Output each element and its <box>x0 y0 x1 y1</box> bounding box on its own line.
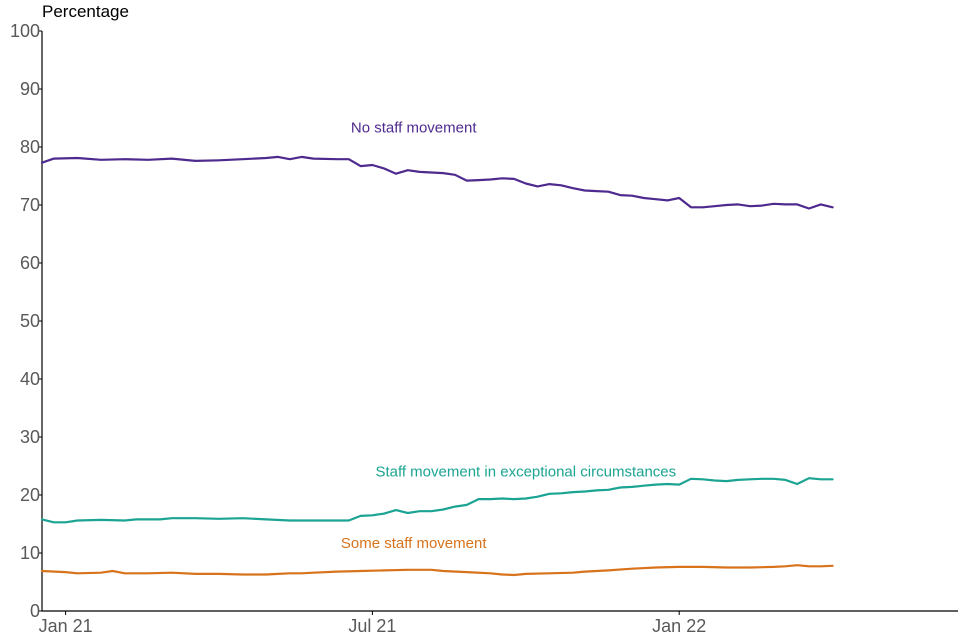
series-line-no-staff-movement <box>40 155 834 210</box>
x-tick-label: Jan 21 <box>39 616 93 636</box>
y-tick-label: 80 <box>20 137 40 157</box>
y-tick-label: 100 <box>10 21 40 41</box>
y-tick-label: 0 <box>30 601 40 621</box>
series-line-staff-movement-in-exceptional-circumstances <box>40 477 834 524</box>
y-tick-label: 20 <box>20 485 40 505</box>
y-tick-label: 90 <box>20 79 40 99</box>
y-tick-label: 30 <box>20 427 40 447</box>
x-axis: Jan 21 Jul 21 Jan 22 <box>39 611 706 636</box>
x-tick-label: Jan 22 <box>652 616 706 636</box>
y-tick-label: 50 <box>20 311 40 331</box>
series-label-staff-movement-in-exceptional-circumstances: Staff movement in exceptional circumstan… <box>375 463 676 480</box>
y-tick-label: 70 <box>20 195 40 215</box>
x-tick-label: Jul 21 <box>348 616 396 636</box>
y-tick-label: 60 <box>20 253 40 273</box>
series-label-no-staff-movement: No staff movement <box>351 120 477 137</box>
y-axis-title: Percentage <box>42 2 129 21</box>
y-axis: 0 10 20 30 40 50 60 70 80 90 100 <box>10 21 42 621</box>
series-line-some-staff-movement <box>40 564 834 577</box>
series-layer: No staff movement Staff movement in excep… <box>40 120 834 577</box>
y-tick-label: 40 <box>20 369 40 389</box>
y-tick-label: 10 <box>20 543 40 563</box>
series-label-some-staff-movement: Some staff movement <box>341 535 487 552</box>
